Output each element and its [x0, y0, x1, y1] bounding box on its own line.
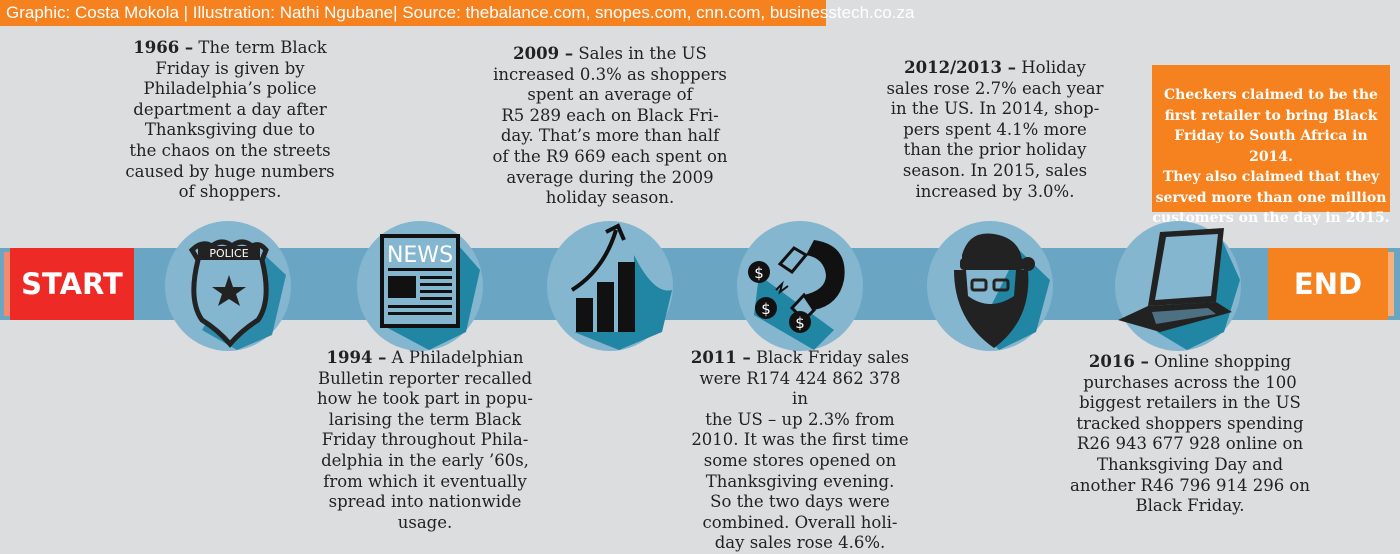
magnet-money-icon: $ $ $ — [734, 220, 866, 352]
credit-bar: Graphic: Costa Mokola | Illustration: Na… — [0, 0, 914, 26]
santa-icon — [924, 220, 1056, 352]
event-year: 2016 – — [1088, 352, 1149, 371]
svg-text:$: $ — [795, 314, 805, 332]
event-year: 1966 – — [133, 38, 194, 57]
laptop-icon — [1112, 220, 1244, 352]
svg-text:$: $ — [761, 300, 771, 318]
police-badge-icon: POLICE — [162, 220, 294, 352]
event-text: Sales in the US increased 0.3% as shoppe… — [492, 44, 728, 208]
event-2009: 2009 – Sales in the US increased 0.3% as… — [490, 44, 730, 209]
event-2016: 2016 – Online shopping purchases across … — [1070, 352, 1310, 517]
svg-text:POLICE: POLICE — [209, 247, 248, 260]
event-year: 2011 – — [690, 348, 751, 367]
event-text: Online shopping purchases across the 100… — [1070, 352, 1310, 516]
event-text: Holiday sales rose 2.7% each year in the… — [886, 58, 1104, 201]
svg-text:NEWS: NEWS — [387, 243, 453, 268]
end-label: END — [1268, 248, 1394, 320]
event-year: 2009 – — [513, 44, 574, 63]
event-text: The term Black Friday is given by Philad… — [125, 38, 335, 202]
event-1966: 1966 – The term Black Friday is given by… — [120, 38, 340, 203]
newspaper-icon: NEWS — [354, 220, 486, 352]
event-text: Black Friday sales were R174 424 862 378… — [691, 348, 910, 553]
checkers-callout: Checkers claimed to be the first retaile… — [1152, 65, 1390, 226]
event-2011: 2011 – Black Friday sales were R174 424 … — [690, 348, 910, 554]
start-label: START — [4, 248, 134, 320]
event-year: 1994 – — [326, 348, 387, 367]
event-2012-2013: 2012/2013 – Holiday sales rose 2.7% each… — [880, 58, 1110, 202]
event-1994: 1994 – A Philadelphian Bulletin reporter… — [310, 348, 540, 533]
event-text: A Philadelphian Bulletin reporter recall… — [317, 348, 533, 532]
growth-chart-icon — [544, 220, 676, 352]
svg-text:$: $ — [754, 264, 764, 282]
event-year: 2012/2013 – — [904, 58, 1017, 77]
